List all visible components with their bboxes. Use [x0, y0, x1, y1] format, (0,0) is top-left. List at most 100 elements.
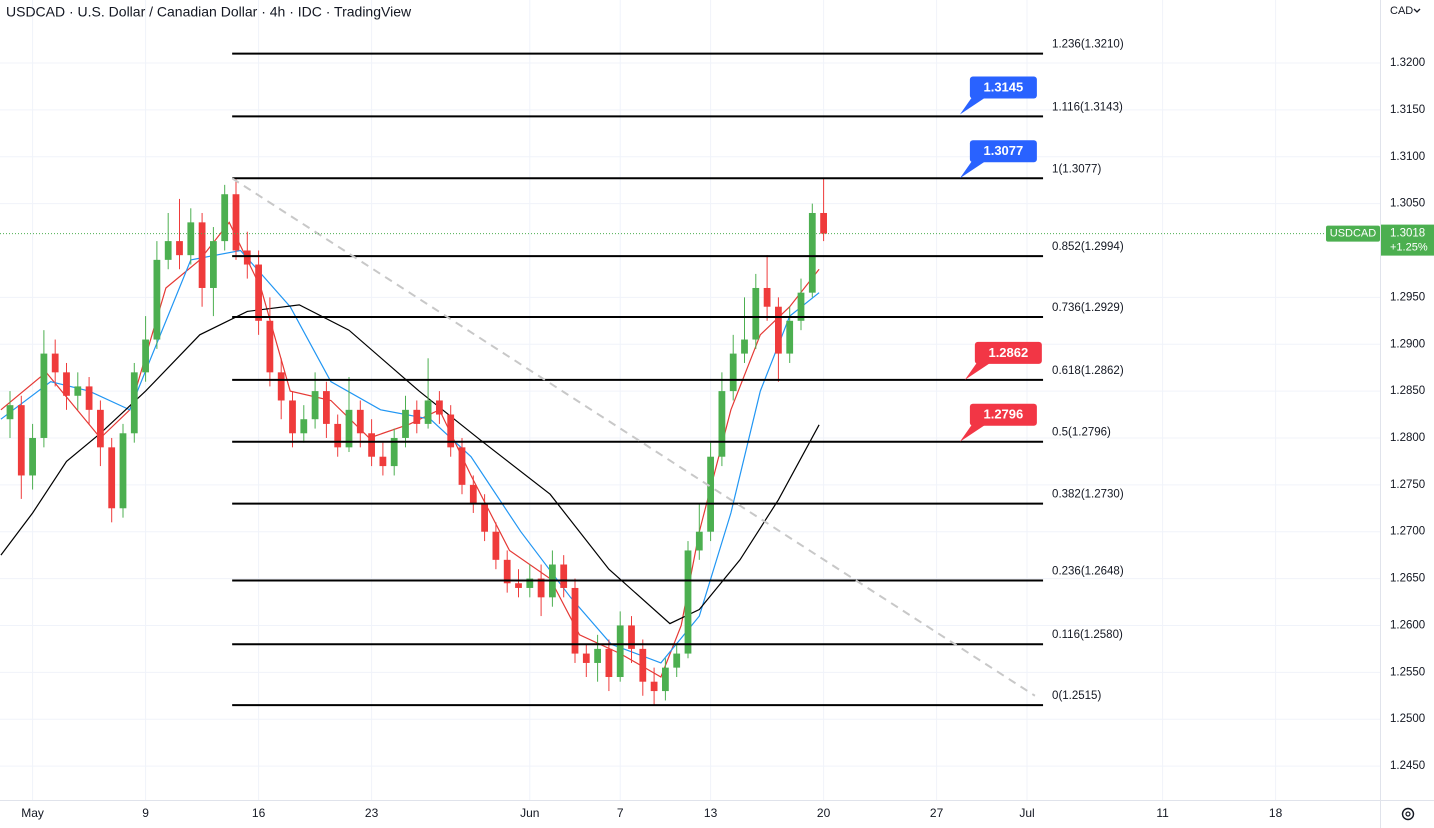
x-tick-label: 27: [930, 806, 944, 820]
candle-body: [210, 241, 217, 288]
candle-body: [424, 400, 432, 424]
candle-body: [300, 419, 308, 434]
price-tag: [1381, 224, 1434, 256]
candle-body: [571, 587, 579, 654]
candle-body: [650, 681, 658, 692]
candle-body: [368, 433, 375, 457]
candle-body: [164, 241, 172, 260]
plot: [0, 178, 827, 706]
candle-body: [221, 194, 229, 242]
candle-body: [741, 339, 748, 354]
candle-body: [6, 405, 14, 420]
candle-body: [74, 386, 82, 396]
callout-label: 1.2862: [988, 345, 1028, 360]
candle-body: [108, 447, 116, 509]
x-tick-label: 16: [252, 806, 266, 820]
candle-body: [311, 391, 319, 420]
x-tick-label: 18: [1269, 806, 1283, 820]
candle-body: [695, 531, 703, 551]
gear-ring[interactable]: [1401, 807, 1415, 821]
callout-label: 1.3077: [983, 143, 1023, 158]
candle-body: [594, 648, 601, 663]
candle-body: [130, 372, 138, 434]
candle-body: [582, 653, 590, 663]
candle-body: [820, 212, 827, 234]
symbol-tag: [1326, 225, 1380, 242]
callout-box: [969, 403, 1037, 426]
x-tick-label: 13: [704, 806, 718, 820]
callout-box: [969, 140, 1037, 163]
candle-body: [255, 264, 262, 321]
y-tick-label: 1.3200: [1390, 57, 1425, 69]
y-tick-label: 1.2850: [1390, 385, 1425, 397]
fib-level-label: 0.5(1.2796): [1052, 427, 1111, 439]
y-tick-label: 1.2950: [1390, 291, 1425, 303]
y-tick-label: 1.2450: [1390, 760, 1425, 772]
candle-body: [616, 625, 624, 678]
candle-body: [17, 405, 25, 476]
x-tick-label: 20: [817, 806, 831, 820]
fib-level-label: 1.236(1.3210): [1052, 39, 1124, 51]
y-tick-label: 1.2750: [1390, 479, 1425, 491]
y-tick-label: 1.2600: [1390, 619, 1425, 631]
candle-body: [605, 648, 613, 678]
candle-body: [639, 648, 647, 682]
y-tick-label: 1.3100: [1390, 151, 1425, 163]
candle-body: [436, 400, 443, 415]
candle-body: [198, 222, 206, 288]
candle-body: [492, 531, 500, 560]
candle-body: [718, 391, 726, 457]
grid: [0, 0, 1380, 800]
candle-body: [356, 409, 364, 434]
y-tick-label: 1.2900: [1390, 338, 1425, 350]
y-tick-label: 1.2500: [1390, 713, 1425, 725]
candle-body: [684, 550, 692, 654]
candle-body: [763, 287, 771, 307]
candle-body: [29, 437, 36, 476]
candle-body: [63, 372, 70, 396]
fib-level-label: 1.116(1.3143): [1052, 101, 1123, 113]
y-tick-label: 1.3150: [1390, 104, 1425, 116]
candle-body: [266, 320, 274, 373]
callout-pointer: [959, 158, 990, 179]
callout-label: 1.2796: [983, 407, 1023, 422]
candle-body: [402, 409, 409, 438]
currency-selector[interactable]: CAD: [1390, 5, 1413, 17]
settings-icon[interactable]: [1401, 807, 1415, 821]
y-tick-label: 1.2650: [1390, 573, 1425, 585]
symbol-tag-label: USDCAD: [1330, 228, 1377, 240]
candle-body: [334, 423, 342, 448]
fib-level-label: 0.116(1.2580): [1052, 629, 1123, 641]
candle-body: [413, 409, 421, 424]
candle-body: [232, 194, 240, 251]
currency-chevron[interactable]: [1413, 8, 1421, 13]
callout-pointer: [964, 359, 995, 380]
gear-hub[interactable]: [1405, 811, 1411, 817]
candle-body: [560, 564, 568, 588]
x-tick-label: Jul: [1019, 806, 1034, 820]
fib-level-label: 0.382(1.2730): [1052, 489, 1124, 501]
candle-body: [503, 559, 511, 584]
candle-body: [537, 578, 545, 598]
candle-body: [119, 433, 127, 509]
callout-label: 1.3145: [983, 79, 1023, 94]
candle-body: [458, 447, 466, 485]
x-tick-label: 23: [365, 806, 379, 820]
trendline: [231, 177, 1036, 697]
axes: 1.3200 1.3150 1.3100 1.3050 1.2950 1.2900 1.28…: [21, 57, 1434, 820]
candle-body: [729, 353, 737, 392]
candle-body: [808, 212, 816, 293]
candle-body: [797, 292, 805, 321]
candle-body: [323, 391, 330, 424]
fib-level-label: 0.736(1.2929): [1052, 302, 1124, 314]
price-tag-value: 1.3018: [1390, 228, 1425, 240]
callout-box: [969, 76, 1037, 99]
candle-body: [673, 653, 681, 668]
candle-body: [187, 222, 195, 256]
candle-body: [752, 287, 760, 340]
y-tick-label: 1.2550: [1390, 666, 1425, 678]
y-tick-label: 1.2700: [1390, 526, 1425, 538]
candle-body: [289, 400, 296, 434]
